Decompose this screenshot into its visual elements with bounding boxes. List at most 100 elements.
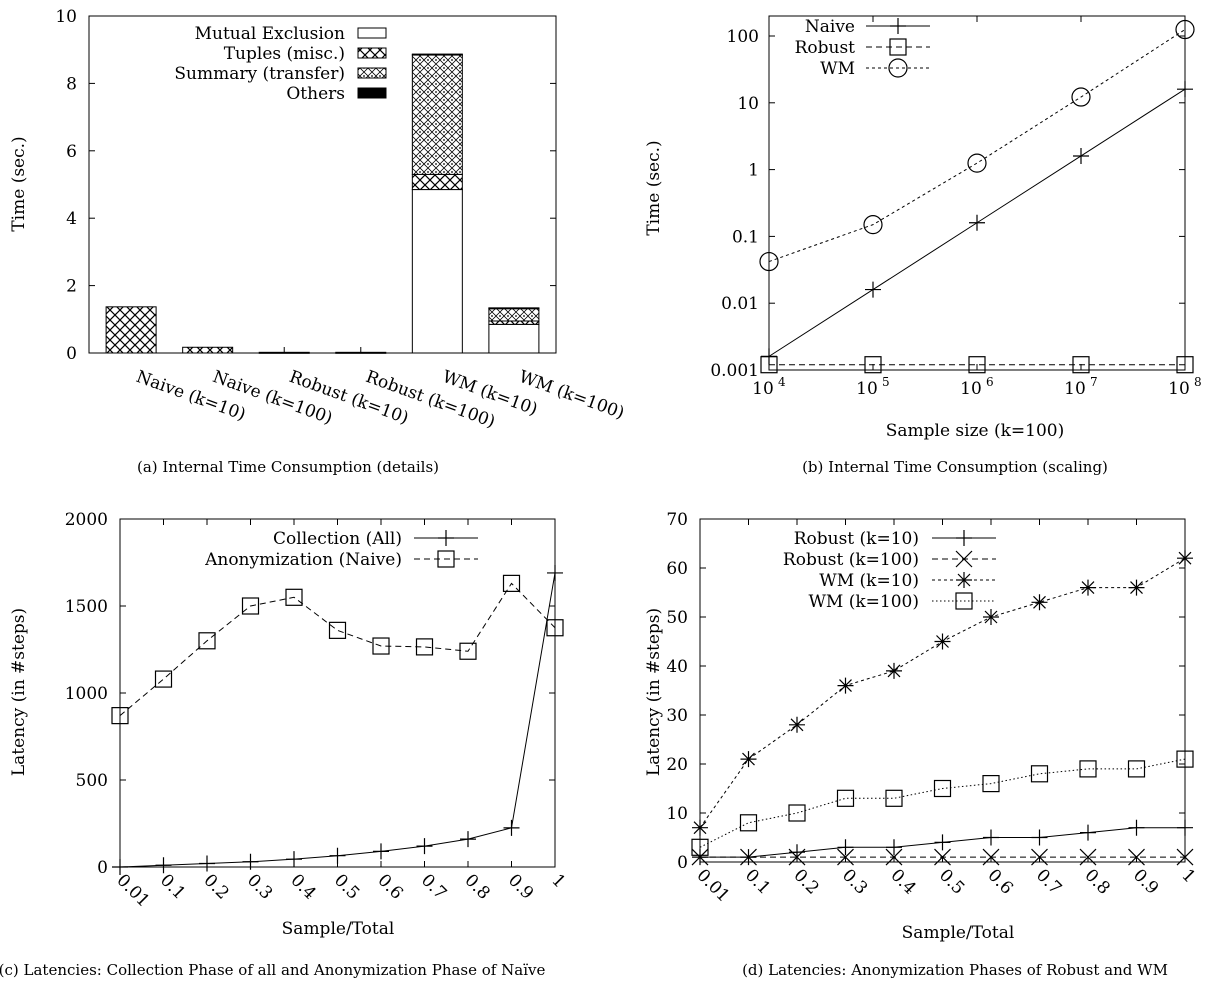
chart-b-data-point — [1071, 87, 1091, 107]
chart-d-data-point — [1079, 848, 1097, 866]
chart-c-xtick-label: 0.01 — [112, 870, 153, 911]
chart-d-data-point — [788, 804, 806, 822]
chart-d-data-point — [691, 838, 709, 856]
chart-d-xtick-label: 0.1 — [741, 865, 774, 898]
chart-d-data-point — [885, 848, 903, 866]
chart-c-ytick-label: 1500 — [65, 597, 108, 617]
chart-b-data-point — [759, 251, 779, 272]
chart-d-data-point — [982, 848, 1000, 866]
chart-a-bar-segment — [488, 307, 540, 322]
chart-b-data-point — [760, 356, 778, 374]
chart-c-data-point — [242, 853, 259, 870]
chart-b-data-point — [967, 153, 987, 173]
chart-c-ytick-label: 500 — [76, 771, 108, 791]
chart-d-series-line — [699, 758, 1186, 848]
chart-b-ytick-label: 10 — [737, 94, 759, 114]
chart-d-data-point — [837, 839, 854, 856]
chart-d-data-point — [739, 814, 758, 832]
chart-a-legend-swatch — [357, 67, 387, 79]
chart-b-legend-label: Naive — [805, 17, 855, 37]
chart-d-xtick-label: 0.01 — [692, 865, 733, 906]
chart-b-data-point — [969, 214, 985, 231]
chart-c-xtick-label: 0.9 — [504, 870, 537, 903]
chart-d-data-point — [1128, 579, 1145, 596]
chart-panel-b: Time (sec.) Sample size (k=100) (b) Inte… — [644, 15, 1202, 476]
chart-c-xtick-label: 0.6 — [373, 870, 406, 903]
chart-d-legend-label: WM (k=100) — [808, 592, 919, 612]
chart-a-plot-frame — [88, 15, 557, 354]
chart-c-data-point — [459, 642, 477, 660]
chart-a-legend-swatch — [357, 27, 387, 39]
chart-d-data-point — [1127, 760, 1146, 778]
chart-d-data-point — [933, 779, 952, 798]
chart-a-bar-segment — [411, 173, 463, 191]
chart-c-data-point — [198, 632, 216, 650]
chart-c-data-point — [112, 859, 128, 875]
chart-b-data-point — [1176, 356, 1194, 374]
chart-b-caption: (b) Internal Time Consumption (scaling) — [802, 458, 1108, 476]
chart-d-data-point — [1176, 750, 1194, 768]
chart-c-data-point — [547, 564, 563, 581]
chart-d-xtick-label: 1 — [1177, 865, 1199, 887]
chart-d-legend-label: Robust (k=100) — [783, 550, 919, 570]
chart-a-legend-label: Summary (transfer) — [174, 64, 345, 84]
chart-a-ytick-label: 6 — [66, 142, 77, 162]
chart-c-legend-marker — [437, 550, 455, 568]
chart-a-bar-segment — [335, 351, 387, 354]
chart-c-ylabel: Latency (in #steps) — [9, 608, 29, 776]
chart-d-data-point — [934, 848, 951, 866]
chart-b-xtick-exponent: 5 — [882, 375, 890, 389]
chart-c-data-point — [241, 597, 260, 615]
chart-a-legend-label: Others — [286, 84, 345, 104]
chart-c-xtick-label: 1 — [547, 870, 569, 892]
chart-a-ytick-label: 2 — [66, 277, 77, 297]
chart-d-xtick-label: 0.6 — [983, 865, 1016, 898]
chart-d-data-point — [1177, 550, 1193, 567]
chart-c-plot-frame — [119, 518, 556, 868]
chart-d-data-point — [1176, 848, 1194, 866]
chart-a-bar-segment — [488, 307, 540, 310]
chart-c-xtick-label: 0.7 — [417, 870, 450, 903]
chart-c-data-point — [460, 831, 476, 848]
chart-d-data-point — [982, 774, 1000, 793]
chart-d-ytick-label: 10 — [666, 804, 688, 824]
chart-d-data-point — [740, 751, 757, 768]
chart-d-legend-marker — [955, 550, 973, 568]
chart-a-bar-segment — [182, 346, 234, 354]
chart-d-data-point — [692, 819, 708, 836]
chart-b-xtick-exponent: 7 — [1090, 375, 1098, 389]
chart-b-series-line — [768, 29, 1186, 263]
chart-c-data-point — [502, 574, 521, 592]
chart-d-xtick-label: 0.3 — [838, 865, 871, 898]
chart-b-xtick-label: 10 — [856, 379, 878, 399]
chart-b-ytick-label: 0.1 — [732, 227, 759, 247]
chart-d-data-point — [740, 848, 757, 866]
chart-d-ylabel: Latency (in #steps) — [644, 608, 664, 776]
chart-c-series-line — [119, 582, 556, 717]
chart-b-legend-label: WM — [820, 59, 855, 79]
chart-d-data-point — [1080, 824, 1096, 841]
chart-d-data-point — [1177, 819, 1193, 836]
chart-b-data-point — [864, 356, 882, 374]
chart-a-bar-segment — [488, 323, 540, 354]
chart-d-caption: (d) Latencies: Anonymization Phases of R… — [742, 961, 1168, 979]
chart-d-data-point — [1030, 765, 1049, 783]
chart-d-ytick-label: 30 — [666, 706, 688, 726]
chart-d-data-point — [1128, 848, 1145, 866]
chart-b-ytick-label: 0.001 — [710, 361, 759, 381]
chart-a-ylabel: Time (sec.) — [9, 136, 29, 231]
chart-c-data-point — [415, 638, 434, 656]
chart-d-ytick-label: 20 — [666, 755, 688, 775]
chart-d-data-point — [886, 839, 902, 856]
chart-b-xtick-label: 10 — [1064, 379, 1086, 399]
chart-b-data-point — [865, 281, 881, 298]
chart-b-legend-marker — [890, 18, 906, 34]
chart-d-xtick-label: 0.2 — [789, 865, 822, 898]
chart-d-data-point — [983, 829, 999, 846]
chart-d-ytick-label: 70 — [666, 510, 688, 530]
chart-c-ytick-label: 0 — [97, 858, 108, 878]
chart-c-data-point — [154, 670, 173, 688]
chart-c-data-point — [199, 855, 215, 872]
chart-d-data-point — [691, 848, 709, 866]
chart-d-data-point — [934, 633, 951, 650]
